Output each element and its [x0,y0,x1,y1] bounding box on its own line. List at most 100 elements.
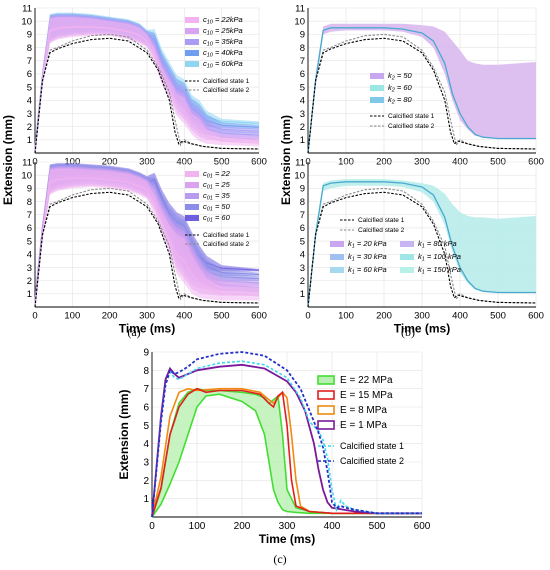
y-tick-label: 2 [27,122,32,133]
y-tick-label: 9 [300,184,305,195]
y-tick-label: 6 [143,403,149,414]
legend-swatch [185,50,199,56]
x-tick-label: 0 [305,311,310,322]
legend-entry: c01 = 25 [203,180,231,191]
legend-entry: c10 = 25kPa [203,26,243,37]
x-tick-label: 500 [214,311,230,322]
y-tick-label: 10 [294,171,305,182]
legend-swatch [317,405,335,415]
series-e22-upper [151,387,422,518]
y-tick-label: 7 [300,56,305,67]
y-tick-label: 1 [27,289,32,300]
band-layer [35,17,259,154]
legend-swatch [317,420,335,430]
legend-swatch [185,61,199,67]
y-tick-label: 7 [27,210,32,221]
y-tick-label: 5 [300,236,305,247]
y-tick-label: 6 [27,223,32,234]
legend-swatch [185,215,199,221]
legend-entry: c01 = 60 [203,213,231,224]
x-tick-label: 200 [102,311,118,322]
legend-swatch [185,28,199,34]
legend-entry: Calcified state 1 [388,113,435,120]
y-axis-label: Extension (mm) [1,115,15,205]
y-tick-label: 10 [294,17,305,28]
legend-entry: c01 = 35 [203,191,231,202]
y-tick-label: 5 [27,236,32,247]
legend-entry: k1 = 30 kPa [348,252,387,263]
y-tick-label: 11 [22,3,32,14]
x-tick-label: 200 [234,521,251,532]
x-tick-label: 500 [490,311,506,322]
x-tick-label: 100 [189,521,206,532]
legend-entry: k2 = 80 [388,95,413,106]
legend-swatch [317,375,335,385]
legend-swatch [370,73,384,79]
y-tick-label: 3 [300,263,305,274]
legend-swatch [185,39,199,45]
y-tick-label: 5 [143,421,149,432]
legend-swatch [400,254,414,260]
y-tick-label: 9 [27,184,32,195]
legend-entry: Calcified state 2 [358,227,405,234]
x-axis-label: Time (ms) [119,322,175,336]
x-tick-label: 100 [64,311,80,322]
y-tick-label: 1 [300,289,305,300]
x-tick-label: 400 [176,311,192,322]
series-e22-lower [151,393,422,518]
legend-entry: Calcified state 1 [358,217,405,224]
x-tick-label: 0 [149,521,155,532]
y-tick-label: 4 [300,96,305,107]
y-tick-label: 1 [27,135,32,146]
y-tick-label: 4 [143,439,149,450]
legend-swatch [185,17,199,23]
x-tick-label: 600 [414,521,431,532]
chart-c: 0 100 200 300 400 500 600 1 2 3 4 5 6 7 8 9 Time (ms) Ext… [117,348,431,547]
y-tick-label: 11 [295,3,305,14]
x-tick-label: 300 [279,521,296,532]
band-layer [35,168,259,307]
legend-entry: Calcified state 2 [203,241,250,248]
x-axis-label: Time (ms) [259,532,315,546]
legend-entry: Calcified state 2 [203,87,250,94]
y-tick-label: 9 [27,30,32,41]
y-tick-label: 6 [27,69,32,80]
y-tick-label: 9 [300,30,305,41]
series-calcified-state-2 [34,187,260,308]
y-tick-label: 2 [300,122,305,133]
chart-a-bottom: 0 100 200 300 400 500 600 1 2 3 4 5 6 7 8 9 10 11 Time (ms… [21,157,267,335]
legend-entry: c10 = 35kPa [203,37,243,48]
legend-entry: E = 15 MPa [340,390,393,401]
x-tick-label: 0 [32,311,37,322]
legend-entry: c01 = 22 [203,169,231,180]
x-tick-label: 300 [139,311,155,322]
chart-b-top: 01002003004005006001234567891011Extensio… [279,3,544,205]
legend-swatch [400,267,414,273]
chart-b-bottom: 0 100 200 300 400 500 600 1 2 3 4 5 6 7 8 9 10 11 Time (ms… [294,157,544,335]
y-tick-label: 8 [300,197,305,208]
series-e15 [151,387,422,518]
y-tick-label: 5 [300,82,305,93]
legend-entry: k1 = 80 kPa [418,239,457,250]
x-tick-label: 600 [528,311,544,322]
y-tick-label: 1 [143,494,149,505]
legend-entry: Calcified state 2 [388,123,435,130]
legend-swatch [370,97,384,103]
chart-a-top: 01002003004005006001234567891011Extensio… [1,3,267,205]
y-tick-label: 11 [22,157,32,168]
legend-entry: E = 22 MPa [340,375,393,386]
band-layer [35,14,259,151]
series-mean-line [307,27,536,154]
series-calcified-state-2 [151,351,422,518]
legend-swatch [185,193,199,199]
y-tick-label: 9 [143,348,149,359]
y-tick-label: 10 [21,17,32,28]
y-tick-label: 5 [27,82,32,93]
x-tick-label: 300 [414,311,430,322]
legend-entry: c01 = 50 [203,202,231,213]
y-tick-label: 6 [300,69,305,80]
x-tick-label: 200 [376,311,392,322]
legend-entry: k1 = 20 kPa [348,239,387,250]
series-calcified-state-2 [34,33,260,154]
legend-swatch [185,182,199,188]
